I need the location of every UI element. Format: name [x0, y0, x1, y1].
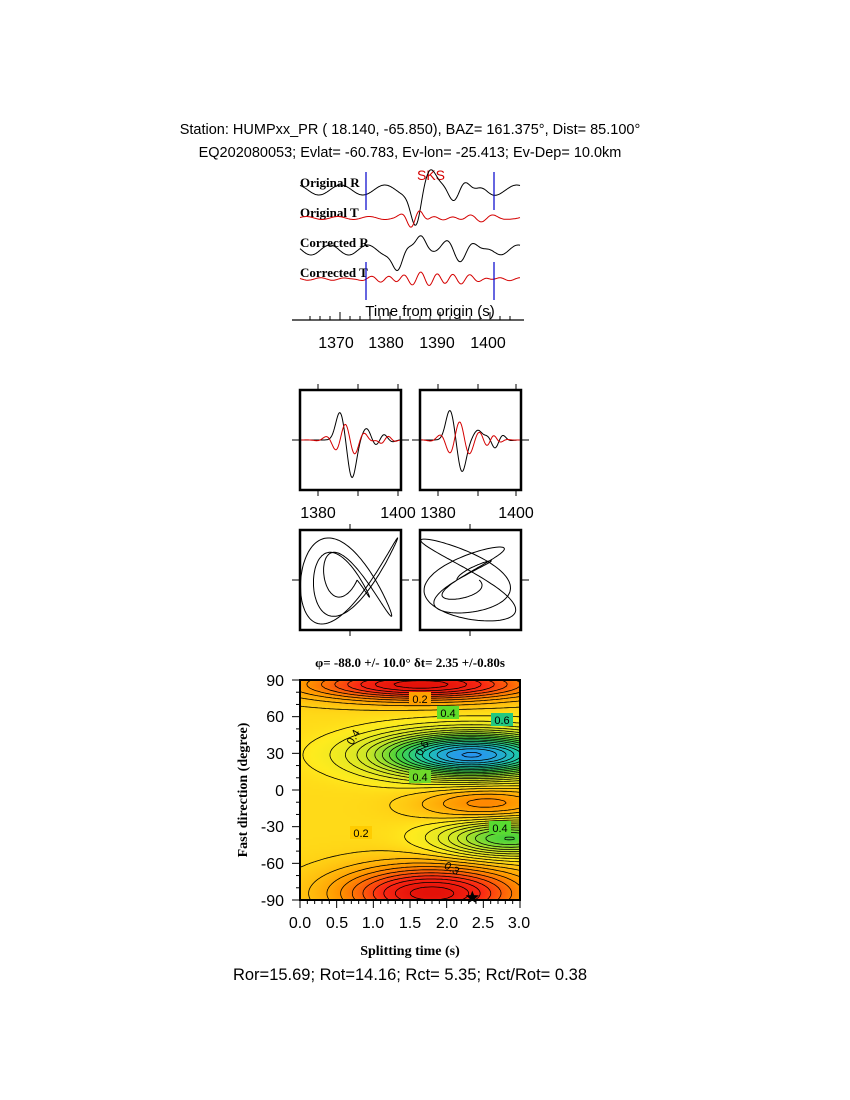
contour-line	[402, 737, 520, 772]
trace-original-t	[299, 210, 521, 228]
waveform-panel-original: 1380 1400	[292, 384, 416, 522]
waveform-tick-label: 1400	[498, 505, 534, 522]
ratio-summary: Ror=15.69; Rot=14.16; Rct= 5.35; Rct/Rot…	[233, 966, 587, 984]
trace-tick-label: 1370	[318, 335, 354, 352]
waveform-ticks-right	[412, 384, 529, 496]
particle-frame-left	[298, 528, 403, 632]
x-tick-label: 2.0	[436, 915, 458, 932]
particle-motion-curve-original	[300, 537, 399, 625]
contour-label: 0.4	[492, 823, 507, 835]
grid-search-xlabel: Splitting time (s)	[360, 944, 460, 959]
contour-line	[436, 746, 507, 764]
particle-motion-original	[292, 524, 409, 636]
trace-axis-title: Time from origin (s)	[365, 303, 494, 320]
event-title: EQ202080053; Evlat= -60.783, Ev-lon= -25…	[199, 145, 622, 161]
contour-line	[446, 748, 498, 762]
particle-motion-corrected	[412, 524, 529, 636]
contour-line	[321, 680, 520, 900]
grid-search-title: φ= -88.0 +/- 10.0° δt= 2.35 +/-0.80s	[315, 655, 505, 670]
waveform-corrected-t	[420, 421, 521, 455]
contour-label: 0.2	[412, 694, 427, 706]
contour-line	[428, 744, 515, 766]
y-tick-label: -30	[261, 819, 284, 836]
y-tick-label: 90	[266, 673, 284, 690]
x-tick-label: 3.0	[508, 915, 530, 932]
contour-label: 0.4	[412, 772, 427, 784]
x-tick-label: 2.5	[472, 915, 494, 932]
particle-ticks-right	[412, 524, 529, 636]
contour-line	[334, 680, 508, 900]
x-tick-label: 1.5	[399, 915, 421, 932]
waveform-original-r	[300, 412, 401, 479]
trace-label-original-t: Original T	[300, 205, 359, 220]
station-title: Station: HUMPxx_PR ( 18.140, -65.850), B…	[180, 122, 641, 138]
trace-panel: Original R Original T Corrected R Correc…	[292, 167, 524, 352]
contour-line	[421, 742, 520, 767]
contour-line	[306, 680, 520, 900]
contour-label: 0.2	[353, 828, 368, 840]
x-tick-label: 0.0	[289, 915, 311, 932]
waveform-original-t	[300, 423, 401, 455]
contour-line	[408, 739, 520, 770]
waveform-tick-label: 1380	[420, 505, 456, 522]
grid-search-ylabel: Fast direction (degree)	[236, 722, 251, 857]
contour-line	[395, 736, 520, 841]
grid-search-ticks	[292, 679, 521, 908]
x-tick-label: 1.0	[362, 915, 384, 932]
waveform-panel-corrected: 1380 1400	[412, 384, 534, 522]
particle-motion-curve-corrected	[420, 538, 517, 622]
waveform-ticks-left	[292, 384, 409, 496]
trace-tick-label: 1400	[470, 335, 506, 352]
y-tick-label: 30	[266, 746, 284, 763]
contour-line	[356, 727, 520, 855]
contour-line	[366, 729, 520, 853]
y-tick-label: -90	[261, 893, 284, 910]
trace-label-corrected-t: Corrected T	[300, 265, 368, 280]
trace-tick-label: 1390	[419, 335, 455, 352]
contour-label: 0.6	[494, 715, 509, 727]
trace-label-corrected-r: Corrected R	[300, 235, 369, 250]
particle-frame-right	[418, 528, 523, 632]
y-tick-label: 0	[275, 783, 284, 800]
contour-labels: 0.2 0.4 0.6 0.4 0.6 0.4 0.2 0.4 0.3	[345, 692, 513, 878]
y-tick-label: -60	[261, 856, 284, 873]
trace-corrected-r	[299, 235, 521, 272]
trace-corrected-t	[299, 271, 521, 287]
grid-search-panel: 0.2 0.4 0.6 0.4 0.6 0.4 0.2 0.4 0.3 90 6…	[236, 673, 530, 959]
contour-line	[374, 680, 470, 900]
trace-x-ticks	[309, 312, 511, 320]
trace-original-r	[299, 169, 521, 226]
trace-tick-label: 1380	[368, 335, 404, 352]
y-tick-label: 60	[266, 709, 284, 726]
x-tick-label: 0.5	[326, 915, 348, 932]
waveform-tick-label: 1380	[300, 505, 336, 522]
contour-line	[461, 752, 482, 758]
best-fit-star	[465, 890, 479, 904]
waveform-tick-label: 1400	[380, 505, 416, 522]
grid-search-contours	[300, 680, 520, 900]
trace-label-original-r: Original R	[300, 175, 360, 190]
contour-label: 0.4	[440, 708, 455, 720]
particle-ticks-left	[292, 524, 409, 636]
waveform-corrected-r	[420, 410, 521, 472]
